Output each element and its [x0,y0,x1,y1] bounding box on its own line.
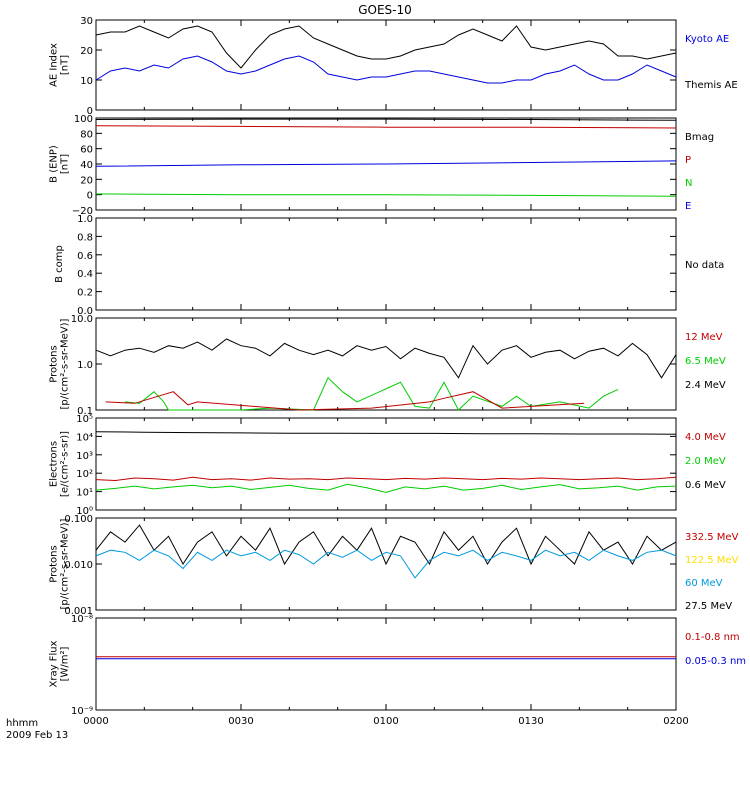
y-axis-label: [nT] [60,154,71,174]
series-line-kyoto-ae [95,55,677,84]
x-tick-label: 0030 [228,716,253,727]
panel-frame [95,19,677,111]
y-tick-label: 0.8 [77,232,93,243]
y-tick-label: 0.4 [77,269,93,280]
y-axis-label: Protons [49,345,60,382]
legend-entry: 60 MeV [685,578,723,589]
x-tick-label: 0000 [83,716,108,727]
y-tick-label: 0 [87,106,93,117]
y-axis-label: [p/(cm²-s-sr-MeV)] [60,318,71,409]
x-tick-label: 0200 [663,716,688,727]
y-tick-label: 1.0 [77,360,93,371]
y-tick-label: 10⁰ [76,506,93,517]
panel-frame [95,417,677,511]
time-axis-label: hhmm [6,718,38,729]
y-tick-label: 0.1 [77,406,93,417]
series-line-themis-ae [95,25,677,69]
legend-entry: 27.5 MeV [685,601,732,612]
y-tick-label: 10⁵ [76,414,93,425]
legend-entry: Kyoto AE [685,34,729,45]
chart-title: GOES-10 [358,3,412,17]
y-tick-label: 0 [87,191,93,202]
y-axis-label: AE Index [49,43,60,87]
panel-protons: 0.1 1.0 10.0 Protons [p/(cm²-s-sr-MeV)] 12 Me… [49,314,726,417]
y-axis-label: Xray Flux [49,640,60,687]
panel-frame [95,317,677,411]
y-axis-label: [W/m²] [60,646,71,681]
y-tick-label: 10.0 [71,314,93,325]
legend-entry: Bmag [685,132,714,143]
y-tick-label: 100 [74,114,93,125]
date-label: 2009 Feb 13 [6,730,68,741]
y-tick-label: 20 [80,175,93,186]
legend-entry: No data [685,260,724,271]
series-line-2-0-mev [95,483,677,493]
panel-bfield: −20 0 20 40 60 80 100 B (ENP) [nT] Bmag P N E [49,114,715,217]
legend-entry: 0.6 MeV [685,480,726,491]
y-axis-label: B comp [54,245,65,283]
legend-entry: 332.5 MeV [685,532,739,543]
x-tick-label: 0130 [518,716,543,727]
y-axis-label: Electrons [49,441,60,487]
y-axis-label: [p/(cm²-s-sr-MeV)] [60,518,71,609]
legend-entry: N [685,178,692,189]
y-axis-label: [e/(cm²-s-sr)] [60,431,71,497]
y-tick-label: 10² [76,469,93,480]
panel-ae: 0 10 20 30 AE Index [nT] Kyoto AE Themis AE [49,16,738,117]
y-tick-label: 0.010 [64,560,93,571]
panel-frame [95,617,677,711]
series-line-2-4-mev [95,338,677,379]
y-tick-label: 1.0 [77,214,93,225]
series-line-p [95,125,677,129]
y-tick-label: 20 [80,46,93,57]
series-line-bmag [95,118,677,121]
legend-entry: 0.05-0.3 nm [685,656,746,667]
y-tick-label: 10⁻⁸ [71,614,93,625]
legend-entry: 2.4 MeV [685,380,726,391]
series-line-27-5-mev [95,524,677,566]
y-tick-label: 40 [80,160,93,171]
series-line-4-0-mev [95,476,677,482]
series-line-e [95,160,677,167]
legend-entry: 4.0 MeV [685,432,726,443]
y-axis-label: [nT] [60,55,71,75]
y-tick-label: 0.0 [77,306,93,317]
series-line-60-mev [95,549,677,579]
y-tick-label: 10³ [76,451,93,462]
y-axis-label: B (ENP) [49,145,60,183]
y-axis-label: Protons [49,545,60,582]
y-tick-label: 10 [80,76,93,87]
legend-entry: 0.1-0.8 nm [685,632,740,643]
y-tick-label: 0.100 [64,514,93,525]
legend-entry: E [685,201,691,212]
legend-entry: 122.5 MeV [685,555,739,566]
panel-electrons: 10⁰ 10¹ 10² 10³ 10⁴ 10⁵ Electrons [e/(cm²-s-sr)… [49,414,726,517]
x-tick-label: 0100 [373,716,398,727]
panel-frame [95,217,677,311]
y-tick-label: 10⁻⁹ [71,706,93,717]
legend-entry: 2.0 MeV [685,456,726,467]
y-tick-label: 0.001 [64,606,93,617]
panel-bcomp: 0.0 0.2 0.4 0.6 0.8 1.0 B comp No data [54,214,724,317]
panel-hiprotons: 0.001 0.010 0.100 Protons [p/(cm²-s-sr-MeV)]… [49,514,739,617]
y-tick-label: −20 [72,206,93,217]
legend-entry: Themis AE [684,80,738,91]
series-line-12-mev [105,391,585,411]
y-tick-label: 60 [80,145,93,156]
legend-entry: 12 MeV [685,332,723,343]
series-line-n [95,193,677,197]
y-tick-label: 10¹ [76,488,93,499]
y-tick-label: 0.2 [77,288,93,299]
y-tick-label: 0.6 [77,251,93,262]
series-line-0-6-mev [95,431,677,435]
panel-xray: 10⁻⁹ 10⁻⁸ Xray Flux [W/m²] 0.1-0.8 nm 0.05-0.… [49,614,747,717]
legend-entry: 6.5 MeV [685,356,726,367]
y-tick-label: 10⁴ [76,432,93,443]
legend-entry: P [685,155,691,166]
y-tick-label: 30 [80,16,93,27]
y-tick-label: 80 [80,129,93,140]
